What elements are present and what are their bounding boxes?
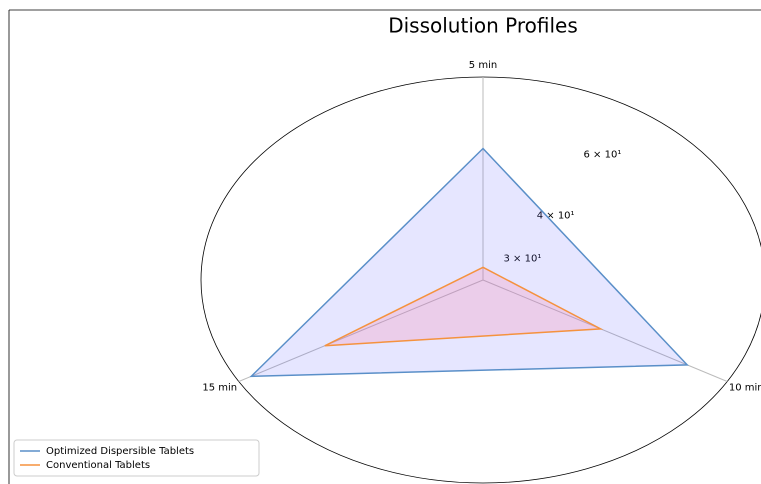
legend: Optimized Dispersible Tablets Conventiona… <box>13 439 260 477</box>
legend-box <box>13 439 260 477</box>
r-tick-label: 3 × 10¹ <box>504 254 542 265</box>
series-line <box>324 266 604 347</box>
legend-label: Optimized Dispersible Tablets <box>46 446 194 457</box>
series-area <box>324 267 601 346</box>
chart-title: Dissolution Profiles <box>388 14 578 38</box>
series-line <box>249 147 689 378</box>
legend-label: Conventional Tablets <box>46 460 150 471</box>
series-area <box>251 148 688 377</box>
spoke <box>238 279 484 382</box>
r-tick-label: 4 × 10¹ <box>537 210 575 221</box>
category-label: 5 min <box>469 60 497 71</box>
r-tick-label: 6 × 10¹ <box>584 150 622 161</box>
category-label: 15 min <box>202 383 237 394</box>
category-label: 10 min <box>729 383 761 394</box>
